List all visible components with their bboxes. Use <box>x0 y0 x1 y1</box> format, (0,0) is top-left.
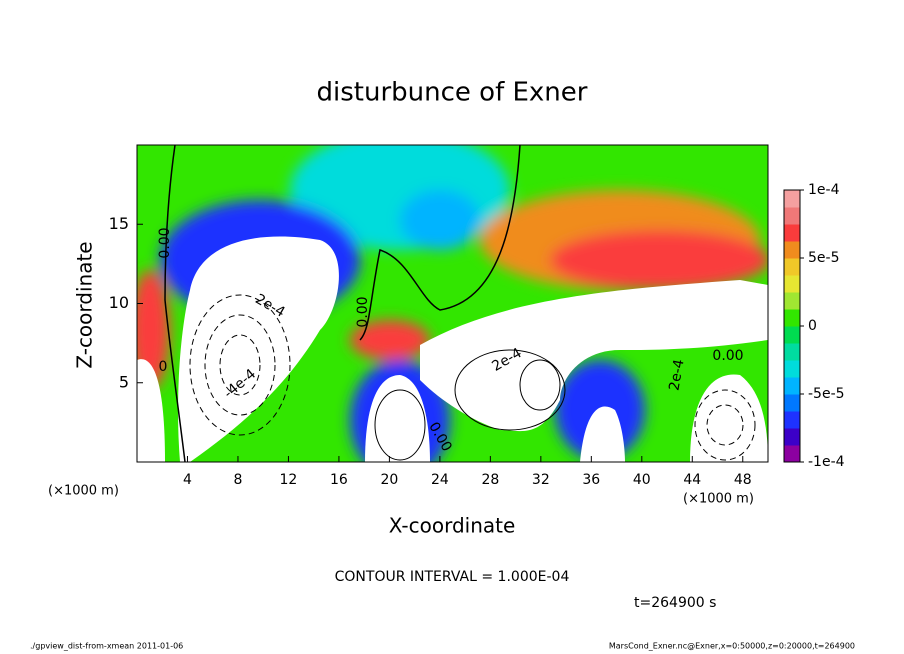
colorbar-band <box>784 445 800 463</box>
x-tick-label: 28 <box>481 472 499 488</box>
colorbar-tick-label: 1e-4 <box>808 182 840 198</box>
colorbar-band <box>784 292 800 310</box>
colorbar-tick-label: -5e-5 <box>808 386 845 402</box>
contour-label: 2e-4 <box>666 358 687 392</box>
contour-label: 0.00 <box>355 296 371 327</box>
colorbar-band <box>784 377 800 395</box>
chart-title: disturbunce of Exner <box>317 78 588 108</box>
contour-label: 0 <box>159 359 168 375</box>
colorbar-tick-label: 5e-5 <box>808 250 839 266</box>
x-tick-label: 24 <box>431 472 449 488</box>
colorbar-band <box>784 275 800 293</box>
x-unit: (×1000 m) <box>48 484 119 499</box>
footer-left: ./gpview_dist-from-xmean 2011-01-06 <box>30 642 183 651</box>
y-axis-label: Z-coordinate <box>73 241 97 368</box>
x-tick-label: 44 <box>683 472 701 488</box>
field <box>137 145 768 462</box>
time-label: t=264900 s <box>634 595 716 611</box>
x-tick-label: 36 <box>582 472 600 488</box>
x-tick-label: 48 <box>734 472 752 488</box>
contour-interval: CONTOUR INTERVAL = 1.000E-04 <box>335 569 570 585</box>
colorbar-band <box>784 326 800 344</box>
contour-label: 0.00 <box>712 348 743 364</box>
x-tick-label: 40 <box>633 472 651 488</box>
colorbar-tick-label: -1e-4 <box>808 454 845 470</box>
colorbar-band <box>784 428 800 446</box>
x-tick-label: 4 <box>183 472 192 488</box>
x-tick-label: 20 <box>380 472 398 488</box>
colorbar-band <box>784 394 800 412</box>
y-tick-label: 5 <box>119 372 129 391</box>
x-tick-label: 16 <box>330 472 348 488</box>
colorbar-band <box>784 343 800 361</box>
contour-label: 0.00 <box>157 227 173 258</box>
colorbar-band <box>784 360 800 378</box>
colorbar-band <box>784 241 800 259</box>
x-tick-label: 8 <box>233 472 242 488</box>
colorbar-band <box>784 309 800 327</box>
y-tick-label: 10 <box>109 293 129 312</box>
footer-right: MarsCond_Exner.nc@Exner,x=0:50000,z=0:20… <box>609 642 855 651</box>
colorbar-band <box>784 207 800 225</box>
x-tick-label: 32 <box>532 472 550 488</box>
colorbar-band <box>784 411 800 429</box>
y-tick-label: 15 <box>109 214 129 233</box>
colorbar-band <box>784 258 800 276</box>
x-unit: (×1000 m) <box>683 492 754 507</box>
colorbar-band <box>784 224 800 242</box>
colorbar-tick-label: 0 <box>808 318 817 334</box>
x-axis-label: X-coordinate <box>389 514 516 538</box>
x-tick-label: 12 <box>280 472 298 488</box>
colorbar-band <box>784 190 800 208</box>
